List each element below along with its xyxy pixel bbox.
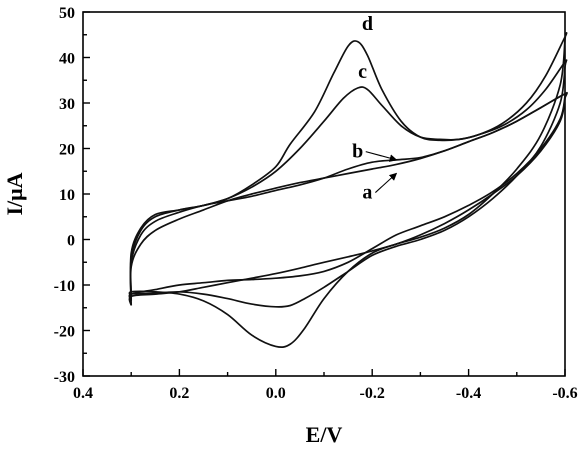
y-tick-label: 40 (59, 51, 75, 68)
x-tick-label: 0.4 (73, 385, 93, 402)
x-axis-title: E/V (306, 422, 343, 447)
curve-labels: d c ba (352, 13, 398, 204)
curve-c (128, 59, 568, 308)
y-tick-label: 20 (59, 142, 75, 159)
y-tick-label: -10 (54, 278, 75, 295)
axis-ticks: 0.4 0.2 0.0 -0.2 -0.4 -0.6 50 40 30 20 10 0 -10 -20 -3… (54, 5, 578, 402)
curve-label-a: a (362, 182, 372, 204)
curve-d (128, 32, 568, 348)
y-tick-label: 10 (59, 187, 75, 204)
curve-label-b: b (352, 141, 363, 163)
arrow-b (365, 151, 398, 162)
curve-b (128, 91, 568, 302)
y-tick-label: 0 (67, 233, 75, 250)
x-tick-label: 0.2 (169, 385, 189, 402)
x-tick-label: -0.2 (360, 385, 385, 402)
curve-label-c: c (358, 61, 367, 83)
x-tick-label: -0.4 (456, 385, 481, 402)
curve-group (128, 32, 568, 348)
x-tick-label: 0.0 (266, 385, 286, 402)
y-tick-label: -20 (54, 324, 75, 341)
y-axis-title: I/μA (2, 172, 27, 215)
y-tick-label: -30 (54, 369, 75, 386)
curve-label-d: d (362, 13, 373, 35)
arrow-a (375, 172, 398, 193)
x-tick-label: -0.6 (552, 385, 577, 402)
curve-a (128, 92, 568, 306)
y-tick-label: 50 (59, 5, 75, 22)
y-tick-label: 30 (59, 96, 75, 113)
